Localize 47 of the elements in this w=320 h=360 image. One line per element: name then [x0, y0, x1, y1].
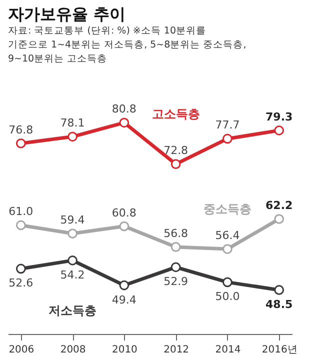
point [274, 126, 284, 136]
point [68, 132, 78, 142]
point [170, 262, 181, 272]
chart-subtitle: 자료: 국토교통부 (단위: %) ※소득 10분위를 기준으로 1~4분위는 저소득층, 5~8분위는 중소득층, 9~10분위는 고소득층 [8, 26, 246, 64]
data-label: 54.2 [60, 268, 85, 282]
data-label: 72.8 [164, 144, 188, 158]
data-label: 78.1 [60, 116, 85, 130]
x-tick-label: 2016년 [262, 344, 298, 356]
point [16, 138, 26, 148]
data-label: 50.0 [215, 290, 240, 304]
chart-title: 자가보유율 추이 [8, 4, 126, 24]
point [119, 221, 130, 232]
point [68, 228, 78, 238]
data-label: 77.7 [215, 118, 240, 132]
point [119, 280, 130, 290]
series-label: 고소득층 [152, 107, 200, 122]
data-label: 80.8 [112, 102, 136, 116]
x-tick-label: 2012 [164, 344, 190, 356]
data-label: 62.2 [266, 199, 293, 212]
data-label: 56.8 [164, 226, 188, 240]
point [222, 134, 232, 144]
point [16, 264, 26, 274]
x-tick-label: 2014 [215, 344, 241, 356]
data-label: 56.4 [215, 229, 240, 242]
text: 저소득층 [48, 303, 97, 318]
data-label: 52.9 [164, 275, 188, 288]
point [170, 242, 181, 252]
data-label: 60.8 [112, 206, 136, 220]
data-label: 76.8 [8, 123, 34, 136]
data-label: 48.5 [266, 298, 293, 311]
x-tick-label: 2008 [60, 344, 86, 356]
point [68, 256, 78, 266]
point [16, 220, 26, 230]
point [119, 118, 130, 128]
data-label: 52.6 [8, 276, 34, 290]
data-label: 59.4 [60, 214, 85, 227]
point [274, 285, 284, 295]
data-label: 61.0 [8, 205, 34, 218]
point [170, 159, 181, 170]
point [222, 244, 232, 254]
data-label: 49.4 [112, 293, 136, 306]
series-label: 중소득층 [203, 202, 252, 216]
data-label: 79.3 [266, 110, 293, 124]
point [274, 214, 284, 224]
point [222, 277, 232, 288]
x-tick-label: 2010 [112, 344, 138, 356]
x-tick-label: 2006 [8, 344, 34, 356]
